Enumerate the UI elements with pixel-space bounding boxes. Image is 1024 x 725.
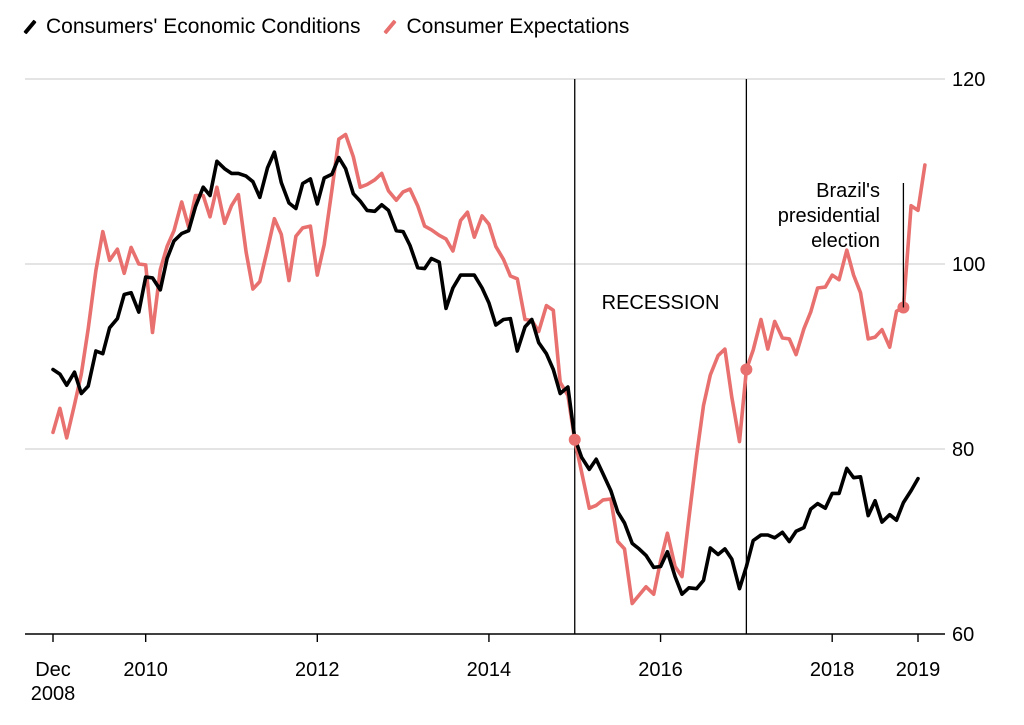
gridlines — [25, 78, 945, 635]
x-tick-label: 2019 — [896, 659, 941, 681]
y-axis: 60 80 100 120 — [952, 69, 985, 646]
series-lines — [51, 132, 927, 606]
x-tick-label: 2016 — [638, 659, 683, 681]
legend-item-consumer-expectations: Consumer Expectations — [382, 15, 629, 39]
highlight-point — [740, 363, 753, 376]
annotation-text: election — [811, 230, 880, 252]
highlight-points — [568, 301, 910, 446]
series-line-economic-conditions — [51, 150, 920, 596]
annotation-text: Brazil's — [816, 180, 880, 202]
highlight-point — [568, 433, 581, 446]
annotation-text: presidential — [778, 205, 880, 227]
legend-item-economic-conditions: Consumers' Economic Conditions — [22, 15, 360, 39]
y-tick-label: 100 — [952, 254, 985, 276]
y-tick-label: 120 — [952, 69, 985, 91]
x-tick-label: 2010 — [123, 659, 168, 681]
recession-band: RECESSION — [574, 79, 748, 634]
x-tick-label: 2012 — [295, 659, 340, 681]
x-tick-label: Dec — [35, 659, 71, 681]
y-tick-label: 80 — [952, 439, 974, 461]
y-tick-label: 60 — [952, 624, 974, 646]
x-tick-label: 2018 — [810, 659, 855, 681]
recession-label: RECESSION — [602, 292, 720, 314]
x-tick-label: 2014 — [467, 659, 512, 681]
x-tick-sublabel: 2008 — [31, 683, 76, 705]
election-annotation: Brazil's presidential election — [778, 180, 905, 308]
legend-label: Consumers' Economic Conditions — [46, 15, 361, 38]
legend-label: Consumer Expectations — [406, 15, 630, 38]
chart-legend: Consumers' Economic Conditions Consumer … — [22, 12, 629, 42]
